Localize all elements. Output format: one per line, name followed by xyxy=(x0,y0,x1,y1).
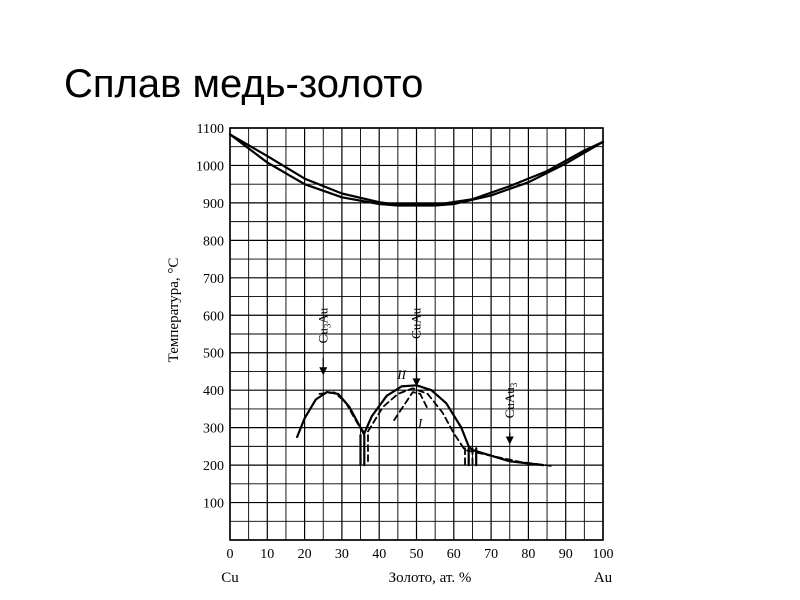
dashed-curve xyxy=(318,391,366,436)
curves-layer xyxy=(228,133,605,467)
y-tick-label: 100 xyxy=(203,497,224,512)
grid-layer xyxy=(229,127,604,541)
solid-curve xyxy=(228,133,605,207)
x-tick-label: 10 xyxy=(260,547,274,562)
phase-label: Cu3Au xyxy=(315,307,332,343)
x-tick-label: 20 xyxy=(298,547,312,562)
y-tick-label: 300 xyxy=(203,422,224,437)
plot-frame xyxy=(229,127,604,541)
annotation-arrow-head xyxy=(505,436,514,445)
curve-label: I xyxy=(417,416,423,431)
x-axis-left-label: Cu xyxy=(221,570,239,586)
x-axis-title: Золото, ат. % xyxy=(389,570,472,586)
y-tick-label: 700 xyxy=(203,272,224,287)
dashed-curve xyxy=(393,391,429,421)
x-tick-label: 0 xyxy=(227,547,234,562)
y-tick-label: 1000 xyxy=(196,159,224,174)
annotation-arrow-head xyxy=(319,367,328,376)
dashed-curve xyxy=(367,387,552,467)
annotation-arrow-head xyxy=(412,378,421,387)
y-tick-label: 400 xyxy=(203,384,224,399)
x-tick-label: 40 xyxy=(372,547,386,562)
x-tick-label: 70 xyxy=(484,547,498,562)
y-axis-title: Температура, °C xyxy=(166,258,182,363)
x-tick-label: 80 xyxy=(521,547,535,562)
phase-label: CuAu xyxy=(409,307,424,339)
x-tick-label: 30 xyxy=(335,547,349,562)
y-tick-label: 800 xyxy=(203,234,224,249)
y-tick-label: 1100 xyxy=(197,122,224,137)
y-tick-label: 200 xyxy=(203,459,224,474)
tick-labels: 0 10 20 30 40 50 60 70 80 90 100 100 200 300 400 500 600… xyxy=(196,122,614,562)
x-tick-label: 50 xyxy=(410,547,424,562)
solid-curve xyxy=(296,391,366,439)
phase-label: CuAu3 xyxy=(502,382,519,418)
y-tick-label: 500 xyxy=(203,347,224,362)
y-tick-label: 600 xyxy=(203,309,224,324)
solid-curve xyxy=(228,133,605,205)
x-axis-right-label: Au xyxy=(594,570,613,586)
x-tick-label: 100 xyxy=(593,547,614,562)
y-tick-label: 900 xyxy=(203,197,224,212)
solid-curve xyxy=(363,384,545,467)
curve-label: II xyxy=(396,367,406,382)
x-tick-label: 90 xyxy=(559,547,573,562)
x-tick-label: 60 xyxy=(447,547,461,562)
slide-title: Сплав медь-золото xyxy=(64,62,424,106)
